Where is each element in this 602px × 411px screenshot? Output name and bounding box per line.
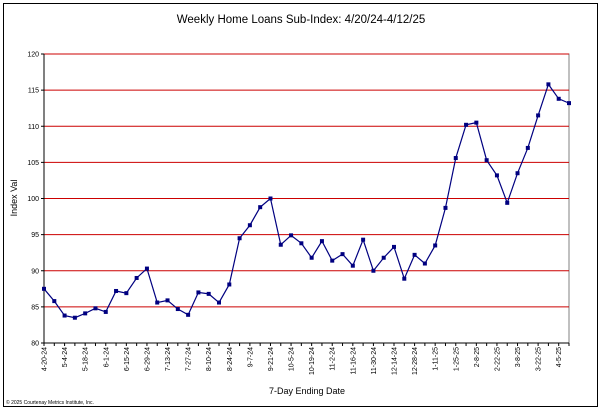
data-point (278, 242, 283, 247)
x-tick-label: 5-4-24 (62, 347, 69, 367)
data-point (422, 261, 427, 266)
data-point (124, 291, 129, 296)
x-tick-label: 2-8-25 (474, 347, 481, 367)
data-point (536, 113, 541, 118)
data-point (93, 306, 98, 311)
x-tick-label: 9-7-24 (247, 347, 254, 367)
data-point (494, 173, 499, 178)
data-point (371, 268, 376, 273)
y-tick-label: 85 (31, 304, 39, 311)
data-point (361, 237, 366, 242)
data-point (83, 311, 88, 316)
x-tick-label: 6-29-24 (144, 347, 151, 371)
data-point (567, 101, 571, 106)
data-point (464, 122, 469, 127)
chart-title: Weekly Home Loans Sub-Index: 4/20/24-4/1… (177, 14, 425, 26)
data-point (114, 288, 119, 293)
x-tick-label: 2-22-25 (494, 347, 501, 371)
x-tick-label: 11-2-24 (330, 347, 337, 371)
x-tick-label: 6-15-24 (124, 347, 131, 371)
data-point (268, 196, 273, 201)
y-tick-label: 80 (31, 341, 39, 348)
data-point (134, 275, 139, 280)
x-tick-label: 4-20-24 (42, 347, 49, 371)
x-tick-label: 12-14-24 (392, 347, 399, 375)
data-point (227, 282, 232, 287)
data-point (186, 312, 191, 317)
x-axis-label: 7-Day Ending Date (269, 386, 345, 396)
data-point (175, 307, 180, 312)
data-point (72, 315, 77, 320)
x-tick-label: 3-22-25 (536, 347, 543, 371)
x-tick-label: 7-13-24 (165, 347, 172, 371)
data-point (196, 290, 201, 295)
y-tick-label: 110 (28, 124, 39, 131)
data-point (525, 145, 530, 150)
data-point (330, 258, 335, 263)
plot-layer: 80 85 90 95 100 105 110 115 120 4-20-24 5-4-24 5-18… (27, 52, 571, 375)
x-tick-label: 7-27-24 (186, 347, 193, 371)
data-point (258, 205, 263, 210)
x-tick-label: 10-19-24 (309, 347, 316, 375)
data-point (155, 300, 160, 305)
x-tick-label: 1-11-25 (433, 347, 440, 371)
data-point (247, 223, 252, 228)
x-tick-label: 11-16-24 (350, 347, 357, 375)
x-tick-label: 3-8-25 (515, 347, 522, 367)
data-point (237, 236, 242, 241)
y-tick-label: 115 (28, 88, 39, 95)
data-point (392, 244, 396, 249)
data-point (412, 252, 417, 257)
data-point (144, 266, 149, 271)
x-tick-label: 12-28-24 (412, 347, 419, 375)
x-tick-label: 5-18-24 (83, 347, 90, 371)
data-point (546, 82, 551, 87)
x-tick-label: 8-10-24 (206, 347, 213, 371)
data-point (505, 200, 510, 205)
data-point (62, 313, 67, 318)
x-tick-label: 1-25-25 (453, 347, 460, 371)
data-point (289, 233, 294, 238)
data-point (103, 309, 108, 314)
data-point (52, 299, 57, 304)
data-point (474, 120, 479, 125)
series-line (43, 83, 570, 319)
data-point (309, 255, 314, 260)
x-tick-label: 6-1-24 (103, 347, 110, 367)
x-tick-label: 10-5-24 (289, 347, 296, 371)
data-point (433, 243, 438, 248)
data-point (402, 276, 407, 281)
y-tick-label: 120 (27, 52, 39, 59)
data-point (443, 205, 448, 210)
x-tick-label: 11-30-24 (371, 347, 378, 375)
data-point (453, 156, 458, 161)
data-point (515, 171, 520, 176)
x-tick-label: 9-21-24 (268, 347, 275, 371)
data-point (556, 96, 561, 101)
data-point (340, 252, 345, 257)
data-point (42, 286, 46, 291)
data-point (381, 255, 386, 260)
y-axis-label: Index Val (9, 180, 19, 217)
copyright-notice: © 2025 Courtenay Metrics Institute, Inc. (6, 399, 94, 406)
y-tick-label: 100 (27, 196, 39, 203)
data-point (217, 300, 221, 305)
x-tick-label: 4-5-25 (556, 347, 563, 367)
y-tick-label: 90 (31, 268, 39, 275)
x-tick-label: 8-24-24 (227, 347, 234, 371)
data-point (319, 239, 324, 244)
data-point (350, 263, 355, 268)
y-tick-label: 105 (27, 160, 39, 167)
data-point (299, 241, 304, 246)
data-point (165, 298, 170, 303)
data-point (206, 291, 211, 296)
data-point (484, 158, 489, 163)
y-tick-label: 95 (31, 232, 39, 239)
